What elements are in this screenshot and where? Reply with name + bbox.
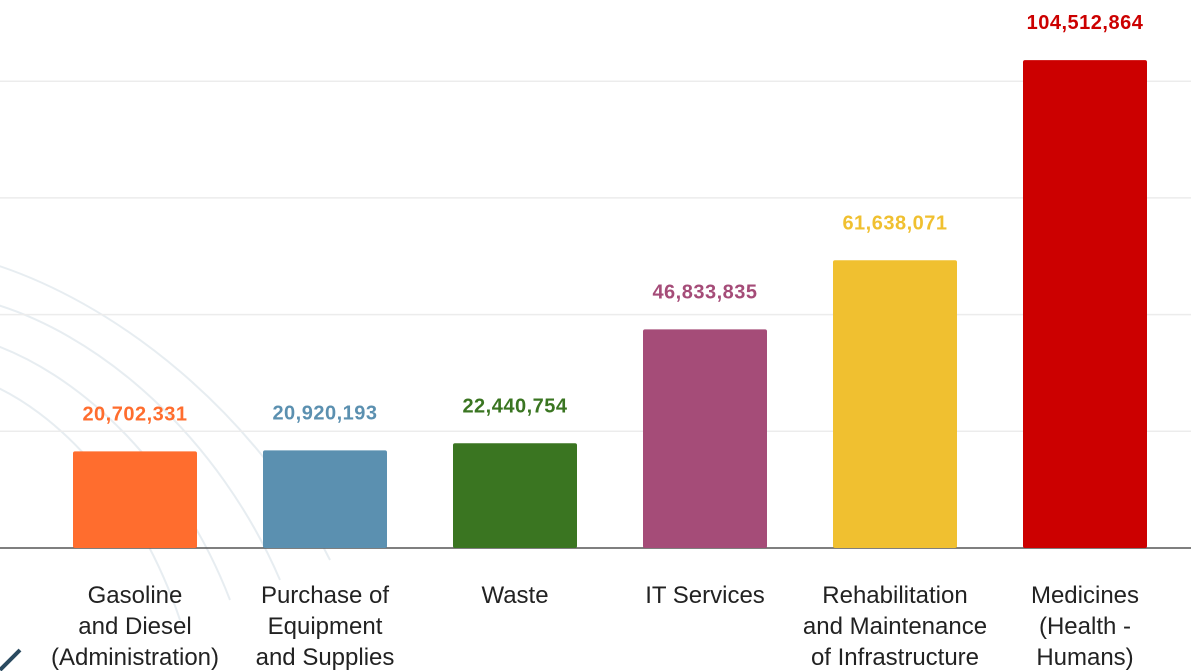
value-label: 20,920,193 bbox=[272, 402, 377, 424]
x-tick-label: IT Services bbox=[645, 582, 765, 609]
value-label: 104,512,864 bbox=[1027, 12, 1144, 34]
bar bbox=[833, 260, 957, 548]
value-label: 61,638,071 bbox=[842, 212, 947, 234]
value-label: 46,833,835 bbox=[652, 281, 757, 303]
bar bbox=[73, 451, 197, 548]
x-tick-label: Gasoline and Diesel (Administration) bbox=[50, 582, 220, 671]
x-tick-label: Waste bbox=[481, 582, 549, 609]
bar bbox=[1023, 60, 1147, 549]
bar bbox=[453, 443, 577, 548]
x-tick-label: Purchase of Equipment and Supplies bbox=[255, 582, 395, 671]
value-label: 20,702,331 bbox=[82, 403, 187, 425]
value-label: 22,440,754 bbox=[462, 395, 567, 417]
bar bbox=[643, 329, 767, 548]
x-tick-label: Medicines (Health - Humans) bbox=[1030, 582, 1140, 671]
bar bbox=[263, 450, 387, 548]
x-tick-label: Rehabilitation and Maintenance of Infras… bbox=[802, 582, 988, 671]
